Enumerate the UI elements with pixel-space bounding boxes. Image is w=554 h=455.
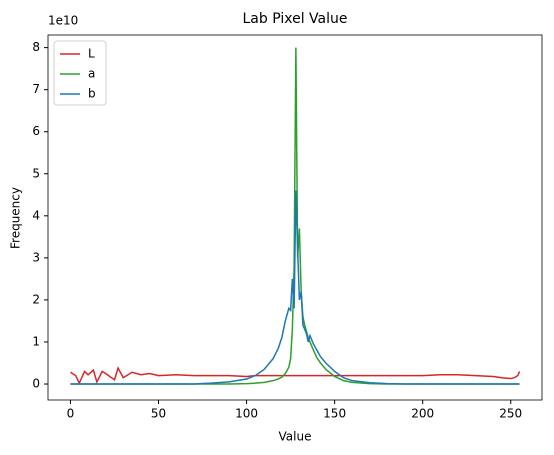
chart-title: Lab Pixel Value: [243, 11, 348, 27]
x-tick-label: 150: [323, 407, 346, 421]
y-axis-label: Frequency: [9, 187, 23, 249]
legend-label: L: [88, 47, 95, 61]
y-tick-label: 2: [32, 292, 40, 306]
legend-label: a: [88, 67, 95, 81]
line-L: [70, 366, 521, 385]
y-tick-label: 6: [32, 124, 40, 138]
line-b: [70, 190, 520, 385]
x-tick-label: 250: [499, 407, 522, 421]
plot-frame: [47, 34, 543, 401]
y-tick-label: 4: [32, 208, 40, 222]
y-tick-label: 8: [32, 40, 40, 54]
y-tick-label: 1: [32, 334, 40, 348]
x-tick-label: 100: [235, 407, 258, 421]
legend-box: [53, 40, 107, 106]
y-tick-label: 5: [32, 166, 40, 180]
x-tick-label: 0: [67, 407, 75, 421]
y-tick-label: 3: [32, 250, 40, 264]
x-tick-label: 50: [151, 407, 166, 421]
legend-label: b: [88, 87, 96, 101]
y-tick-label: 0: [32, 377, 40, 391]
x-axis-label: Value: [279, 430, 312, 444]
y-tick-label: 7: [32, 82, 40, 96]
y-offset-label: 1e10: [48, 14, 78, 28]
x-tick-label: 200: [411, 407, 434, 421]
